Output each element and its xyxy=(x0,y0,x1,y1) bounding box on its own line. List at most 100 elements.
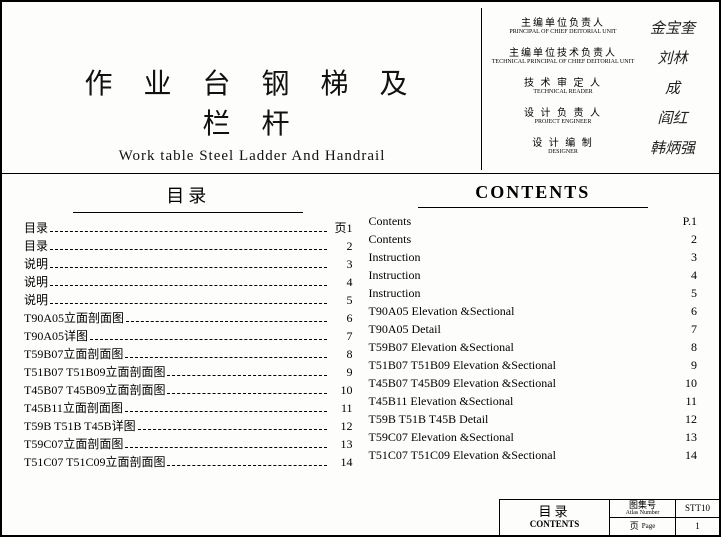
signature-row: 技 术 审 定 人TECHNICAL READER成 xyxy=(488,72,707,102)
toc-leader xyxy=(167,387,326,394)
toc-page: 5 xyxy=(329,293,353,308)
titleblock-name-en: CONTENTS xyxy=(500,520,609,530)
toc-label: 说明 xyxy=(24,255,48,272)
toc-row: T51B07 T51B09立面剖面图9 xyxy=(24,363,353,381)
toc-row: Instruction 3 xyxy=(369,250,698,268)
toc-leader xyxy=(50,225,326,232)
toc-page: P.1 xyxy=(673,214,697,229)
signature-row: 主编单位技术负责人TECHNICAL PRINCIPAL OF CHIEF DE… xyxy=(488,42,707,72)
toc-label: T45B07 T45B09立面剖面图 xyxy=(24,381,165,398)
toc-label: Instruction xyxy=(369,250,421,265)
handwritten-signature: 韩炳强 xyxy=(638,137,707,158)
toc-row: T90A05立面剖面图 6 xyxy=(24,309,353,327)
signature-labels: 设 计 编 制DESIGNER xyxy=(488,138,638,156)
toc-row: T59C07 Elevation &Sectional13 xyxy=(369,430,698,448)
toc-page: 4 xyxy=(329,275,353,290)
toc-row: 目录页1 xyxy=(24,219,353,237)
toc-row: T45B11 Elevation &Sectional 11 xyxy=(369,394,698,412)
toc-label: T90A05 Elevation &Sectional xyxy=(369,304,515,319)
toc-page: 2 xyxy=(329,239,353,254)
toc-label: T59B07 Elevation &Sectional xyxy=(369,340,514,355)
toc-row: T51C07 T51C09 Elevation &Sectional 14 xyxy=(369,448,698,466)
signature-role-en: PROJECT ENGINEER xyxy=(488,119,638,126)
handwritten-signature: 刘林 xyxy=(638,47,707,68)
signature-role-en: TECHNICAL PRINCIPAL OF CHIEF DEITORIAL U… xyxy=(488,59,638,66)
toc-page: 11 xyxy=(329,401,353,416)
handwritten-signature: 阎红 xyxy=(638,107,707,128)
toc-row: T59C07立面剖面图13 xyxy=(24,435,353,453)
toc-leader xyxy=(50,243,326,250)
toc-page: 14 xyxy=(329,455,353,470)
toc-label: T90A05 Detail xyxy=(369,322,441,337)
toc-label: T51B07 T51B09 Elevation &Sectional xyxy=(369,358,556,373)
toc-page: 12 xyxy=(329,419,353,434)
toc-row: T59B T51B T45B详图12 xyxy=(24,417,353,435)
signature-role-zh: 技 术 审 定 人 xyxy=(488,78,638,89)
toc-row: 说明 3 xyxy=(24,255,353,273)
toc-page: 6 xyxy=(673,304,697,319)
toc-row: 说明4 xyxy=(24,273,353,291)
toc-leader xyxy=(126,315,327,322)
toc-row: T59B07 Elevation &Sectional 8 xyxy=(369,340,698,358)
toc-label: T59C07立面剖面图 xyxy=(24,435,123,452)
toc-row: Instruction4 xyxy=(369,268,698,286)
toc-page: 3 xyxy=(673,250,697,265)
toc-leader xyxy=(125,405,327,412)
toc-page: 6 xyxy=(329,311,353,326)
signature-role-zh: 主编单位负责人 xyxy=(488,18,638,29)
title-band: 作 业 台 钢 梯 及 栏 杆 Work table Steel Ladder … xyxy=(2,2,719,174)
toc-page: 3 xyxy=(329,257,353,272)
atlas-number: STT10 xyxy=(685,504,710,513)
toc-label: T45B11 Elevation &Sectional xyxy=(369,394,514,409)
signature-labels: 设 计 负 责 人PROJECT ENGINEER xyxy=(488,108,638,126)
toc-col-en: CONTENTS ContentsP.1Contents2Instruction… xyxy=(361,182,706,497)
toc-label: T51C07 T51C09 Elevation &Sectional xyxy=(369,448,556,463)
signature-role-zh: 主编单位技术负责人 xyxy=(488,48,638,59)
page-label-zh: 页 xyxy=(630,522,639,531)
toc-label: 目录 xyxy=(24,237,48,254)
toc-row: Contents2 xyxy=(369,232,698,250)
toc-label: T59B T51B T45B Detail xyxy=(369,412,489,427)
signature-role-en: TECHNICAL READER xyxy=(488,89,638,96)
drawing-sheet: 作 业 台 钢 梯 及 栏 杆 Work table Steel Ladder … xyxy=(0,0,721,537)
signature-labels: 主编单位技术负责人TECHNICAL PRINCIPAL OF CHIEF DE… xyxy=(488,48,638,66)
toc-leader xyxy=(50,297,326,304)
titleblock: 目录 CONTENTS 图集号 Atlas Number STT10 页 Pag… xyxy=(499,499,719,535)
toc-heading-en: CONTENTS xyxy=(369,182,698,203)
toc-label: Instruction xyxy=(369,268,421,283)
toc-row: T45B07 T45B09 Elevation &Sectional10 xyxy=(369,376,698,394)
toc-leader xyxy=(125,351,326,358)
titleblock-name: 目录 CONTENTS xyxy=(500,500,610,535)
toc-row: 说明 5 xyxy=(24,291,353,309)
handwritten-signature: 金宝奎 xyxy=(638,17,707,38)
toc-label: T59C07 Elevation &Sectional xyxy=(369,430,514,445)
toc-page: 8 xyxy=(673,340,697,355)
toc-row: T51C07 T51C09立面剖面图 14 xyxy=(24,453,353,471)
toc-row: T51B07 T51B09 Elevation &Sectional 9 xyxy=(369,358,698,376)
toc-leader xyxy=(138,423,327,430)
signature-role-en: PRINCIPAL OF CHIEF DEITORIAL UNIT xyxy=(488,29,638,36)
toc-page: 12 xyxy=(673,412,697,427)
toc-label: T59B07立面剖面图 xyxy=(24,345,123,362)
toc-label: T51C07 T51C09立面剖面图 xyxy=(24,453,165,470)
handwritten-signature: 成 xyxy=(638,77,707,98)
toc-page: 7 xyxy=(329,329,353,344)
main-title-zh: 作 业 台 钢 梯 及 栏 杆 xyxy=(62,62,442,142)
toc-label: 说明 xyxy=(24,291,48,308)
titleblock-name-zh: 目录 xyxy=(500,505,609,519)
toc-leader xyxy=(167,369,326,376)
signature-row: 主编单位负责人PRINCIPAL OF CHIEF DEITORIAL UNIT… xyxy=(488,12,707,42)
toc-row: T59B07立面剖面图8 xyxy=(24,345,353,363)
toc-page: 14 xyxy=(673,448,697,463)
toc-row: T90A05 Detail7 xyxy=(369,322,698,340)
toc-label: T45B11立面剖面图 xyxy=(24,399,123,416)
signature-row: 设 计 负 责 人PROJECT ENGINEER阎红 xyxy=(488,102,707,132)
toc-page: 9 xyxy=(673,358,697,373)
toc-row: T45B11立面剖面图 11 xyxy=(24,399,353,417)
toc-page: 11 xyxy=(673,394,697,409)
toc-label: T90A05立面剖面图 xyxy=(24,309,124,326)
signature-labels: 技 术 审 定 人TECHNICAL READER xyxy=(488,78,638,96)
toc-page: 页1 xyxy=(329,219,353,236)
signature-role-zh: 设 计 编 制 xyxy=(488,138,638,149)
toc-row: T90A05 Elevation &Sectional 6 xyxy=(369,304,698,322)
